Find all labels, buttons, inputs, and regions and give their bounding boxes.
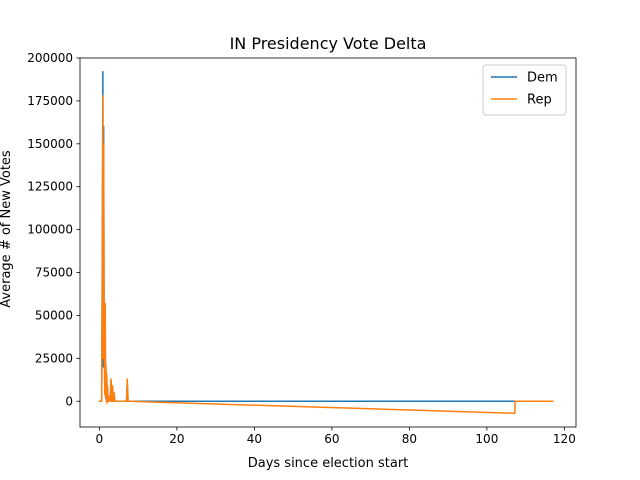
y-tick-label: 125000 xyxy=(27,180,73,194)
plot-area: 0 20 40 60 80 100 120 0 25000 50000 75000 100000 125… xyxy=(27,51,577,446)
y-tick-label: 200000 xyxy=(27,51,73,65)
legend-label-rep: Rep xyxy=(527,93,552,108)
x-tick-label: 0 xyxy=(96,432,104,446)
x-tick-label: 60 xyxy=(324,432,339,446)
x-tick-label: 100 xyxy=(475,432,498,446)
y-tick-label: 150000 xyxy=(27,137,73,151)
y-axis-label: Average # of New Votes xyxy=(0,150,14,308)
x-tick-label: 120 xyxy=(553,432,576,446)
series-line-rep xyxy=(98,95,554,415)
legend-label-dem: Dem xyxy=(527,71,558,86)
y-tick-label: 175000 xyxy=(27,94,73,108)
y-tick-label: 75000 xyxy=(35,266,73,280)
series-group xyxy=(98,70,554,415)
y-tick-label: 50000 xyxy=(35,308,73,322)
legend: Dem Rep xyxy=(482,64,567,116)
y-tick-label: 0 xyxy=(65,394,73,408)
chart-title: IN Presidency Vote Delta xyxy=(230,34,427,53)
y-tick-label: 25000 xyxy=(35,351,73,365)
x-tick-label: 20 xyxy=(169,432,184,446)
y-tick-label: 100000 xyxy=(27,223,73,237)
axes-frame xyxy=(79,57,577,428)
x-tick-label: 40 xyxy=(247,432,262,446)
x-tick-label: 80 xyxy=(402,432,417,446)
x-axis-label: Days since election start xyxy=(248,456,409,471)
